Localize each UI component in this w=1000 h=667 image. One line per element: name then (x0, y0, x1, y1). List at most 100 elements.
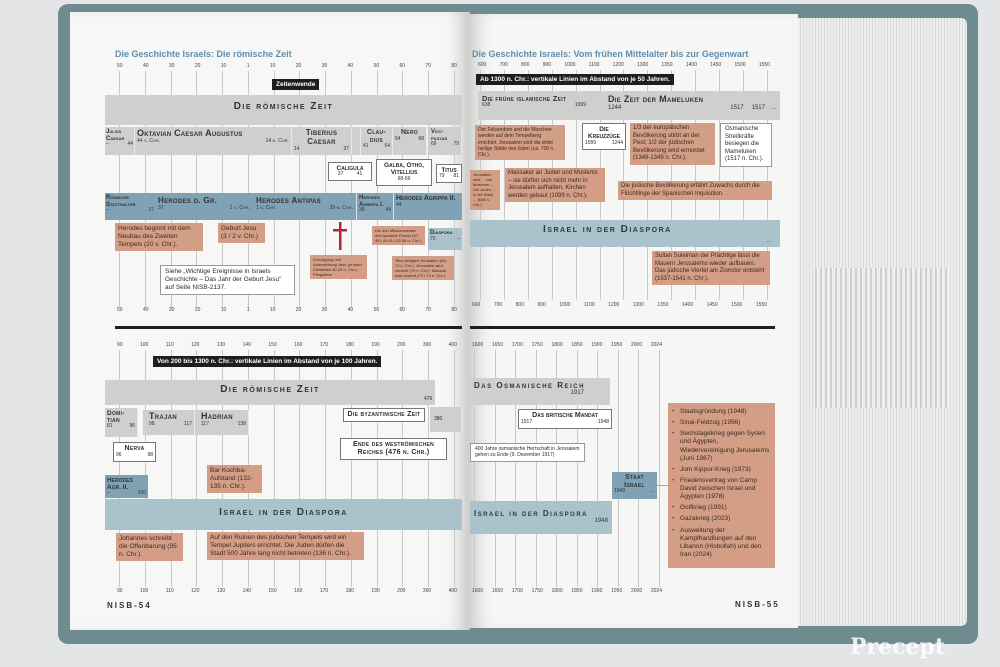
herod-name: Herodes Antipas (256, 196, 321, 205)
tick-label: 70 (425, 307, 432, 313)
early-islamic-period: Die frühe islamische Zeit 638 1099 (480, 93, 588, 111)
ruler-name: Trajan (149, 411, 177, 421)
tick-label: 2024 (650, 588, 662, 594)
tick-label: 80 (451, 63, 457, 69)
diaspora-to: 1948 (594, 518, 608, 524)
tick-label: 1550 (758, 62, 770, 68)
nerva-box: Nerva 96 98 (113, 442, 156, 462)
tick-label: 1300 (632, 302, 644, 308)
diaspora-band-modern: Israel in der Diaspora 1948 (470, 501, 612, 534)
herod-from: 44 (396, 201, 402, 208)
byzantine-band: 380 (430, 407, 462, 432)
tick-label: 20 (295, 307, 302, 313)
left-bottom-bottom-axis: 90 100 110 120 130 140 150 160 170 180 190 200 300 40… (117, 588, 457, 596)
tick-label: 20 (194, 307, 201, 313)
tick-label: 1950 (611, 342, 623, 348)
ruler-claudius: Clau-dius 41 54 (361, 127, 393, 155)
diaspora-name: Diaspora (430, 230, 453, 236)
tick-label: 150 (268, 342, 277, 348)
ruler-to: 117 (184, 420, 192, 427)
tick-label: 30 (321, 307, 328, 313)
ruler-vespasian: Ves-pasian 69 79 (429, 127, 462, 155)
tick-label: 800 (521, 62, 530, 68)
ruler-julius-caesar: Julius Caesar – 44 (105, 127, 135, 155)
tick-label: 10 (220, 63, 227, 69)
event-item: Gazakrieg (2023) (672, 515, 771, 523)
tick-label: 1700 (511, 342, 523, 348)
tick-label: 1550 (755, 302, 767, 308)
note-johannes: Johannes schreibt die Offenbarung (95 n.… (116, 533, 183, 562)
interval-label: Von 200 bis 1300 n. Chr.: vertikale Lini… (153, 356, 382, 367)
tick-label: 90 (117, 588, 123, 594)
herod-from: 37 (158, 204, 164, 211)
event-item: Sechstagekrieg gegen Syrien und Ägypten,… (672, 430, 771, 463)
tick-label: 90 (117, 342, 123, 348)
tick-label: 1650 (491, 588, 503, 594)
event-item: Jom Kippur-Krieg (1973) (672, 466, 771, 474)
gridline (196, 350, 198, 587)
tick-label: 1950 (611, 588, 623, 594)
tick-label: 2000 (631, 588, 643, 594)
tick-label: 900 (542, 62, 552, 68)
tick-label: 30 (321, 63, 328, 69)
tick-label: 700 (493, 302, 503, 308)
herod-to: 44 (385, 207, 391, 214)
ottoman-band: Das Osmanische Reich 1917 (470, 378, 610, 405)
event-item: Sinai-Feldzug (1956) (672, 419, 771, 427)
ruler-tiberius: Tiberius Caesar 14 37 (292, 127, 352, 155)
gridline (428, 350, 430, 587)
note-ruinen: Auf den Ruinen des jüdischen Tempels wir… (207, 532, 364, 561)
ruler-from: 54 (395, 135, 401, 142)
period-from: 638 (482, 102, 491, 109)
herod-to: 39 n. Chr. (329, 204, 353, 211)
gridline (638, 350, 640, 587)
gridline (376, 71, 378, 308)
tick-label: 1750 (531, 588, 543, 594)
tick-label: 20 (194, 63, 201, 69)
herod-from: – (106, 207, 109, 214)
state-name: Staat Israel (624, 474, 645, 489)
tick-label: 40 (347, 307, 354, 313)
events-list: Staatsgründung (1948) Sinai-Feldzug (195… (672, 408, 771, 559)
tick-label: 30 (168, 63, 175, 69)
tick-label: 400 (448, 342, 457, 348)
gridlines (119, 71, 455, 308)
gridline (144, 350, 146, 587)
tick-label: 1900 (591, 588, 603, 594)
herod-from: 1 v. Chr. (256, 204, 277, 211)
mameluk-period: Die Zeit der Mameluken 1244 1517 1517... (606, 93, 778, 113)
herod-to: 1 v. Chr. (229, 204, 250, 211)
tick-label: 1600 (472, 342, 484, 348)
tick-label: 50 (373, 63, 380, 69)
gridline (119, 350, 120, 587)
roman-era-band-2: Die römische Zeit (105, 380, 435, 405)
nerva-to: 98 (147, 452, 153, 459)
roman-era-label: Die römische Zeit (220, 384, 320, 395)
tick-label: 1100 (583, 302, 595, 308)
tick-labels: 50 40 30 20 10 1 10 20 30 40 50 60 70 80 (117, 63, 457, 69)
ottoman-to: 1917 (570, 390, 584, 396)
ruler-to: 79 (453, 141, 459, 148)
diaspora-from: 70 (430, 235, 436, 242)
tick-label: 1000 (564, 62, 576, 68)
gridline (503, 70, 505, 300)
left-page-title: Die Geschichte Israels: Die römische Zei… (115, 49, 292, 59)
period-dash: ... (770, 104, 776, 111)
diaspora-to: – (457, 235, 460, 242)
ruler-trajan: Trajan 98 117 (143, 410, 195, 435)
tick-label: 1300 (637, 62, 649, 68)
tick-label: 110 (165, 342, 174, 348)
note-ottoman-end: 400 Jahre osmanische Herrschaft in Jerus… (470, 443, 585, 462)
ruler-to: 138 (237, 420, 246, 427)
gridline (535, 350, 537, 587)
tick-label: 1800 (551, 342, 563, 348)
british-mandate-box: Das britische Mandat 1917 1948 (518, 409, 612, 429)
tick-label: 190 (371, 342, 380, 348)
diaspora-label: Israel in der Diaspora (543, 224, 672, 235)
event-item: Staatsgründung (1948) (672, 408, 771, 416)
ottoman-label: Das Osmanische Reich (474, 381, 585, 390)
event-item: Friedensvertrag von Camp David zwischen … (672, 477, 771, 501)
tick-label: 1350 (657, 302, 669, 308)
tick-labels: 90 100 110 120 130 140 150 160 170 180 190 200 300 40… (117, 342, 457, 348)
tick-label: 1200 (612, 62, 624, 68)
